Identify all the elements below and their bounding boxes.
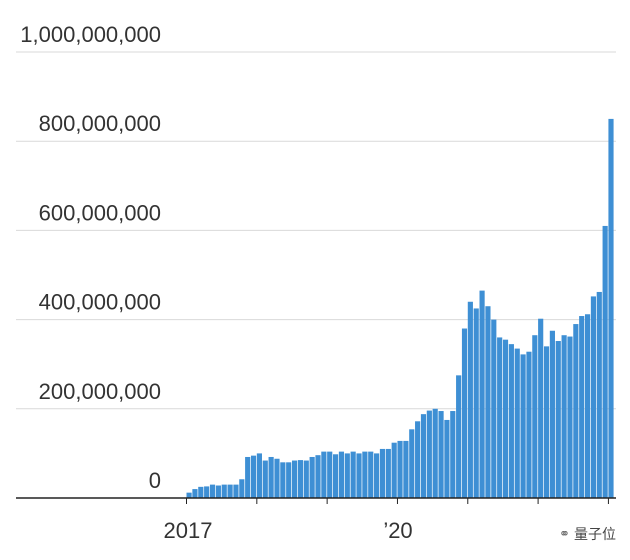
bar	[579, 316, 585, 498]
bar	[268, 456, 274, 498]
bar	[461, 328, 468, 498]
bar	[368, 451, 374, 498]
bar	[374, 453, 380, 498]
bar	[233, 484, 239, 498]
x-tick-label-20: ’20	[383, 518, 412, 543]
bar	[420, 414, 427, 498]
watermark: ⚭ 量子位	[559, 524, 616, 544]
bar	[520, 354, 526, 498]
bar	[209, 484, 216, 498]
bar	[497, 337, 503, 498]
bar	[508, 344, 514, 498]
bar	[344, 453, 350, 498]
bar	[327, 451, 333, 498]
bar	[256, 453, 262, 498]
bar	[479, 290, 485, 498]
bar	[280, 462, 286, 498]
bar	[250, 455, 257, 498]
bar	[573, 324, 579, 498]
bar	[297, 460, 303, 498]
bar	[245, 456, 251, 498]
bar	[426, 410, 432, 498]
bar	[567, 336, 573, 498]
y-tick-label: 1,000,000,000	[20, 22, 161, 47]
bar	[338, 451, 345, 498]
x-axis-labels: 2017 ’20	[164, 518, 413, 543]
bar	[502, 339, 509, 498]
watermark-text: 量子位	[574, 527, 616, 543]
bar	[186, 492, 192, 498]
x-tick-label-2017: 2017	[164, 518, 213, 543]
bar	[590, 296, 596, 498]
bar	[239, 479, 245, 498]
bar	[415, 421, 421, 498]
bar	[432, 408, 438, 498]
bar	[198, 486, 204, 498]
bar	[192, 489, 198, 498]
bar	[450, 411, 456, 498]
bar	[608, 118, 614, 499]
bars	[186, 118, 614, 499]
bar	[403, 440, 409, 498]
bar	[379, 448, 386, 498]
bar	[274, 458, 280, 498]
bar	[385, 448, 391, 498]
bar	[350, 451, 356, 498]
y-tick-label: 800,000,000	[39, 111, 161, 136]
bar	[514, 348, 520, 498]
bar	[303, 460, 309, 498]
bar	[584, 314, 591, 498]
bar	[221, 484, 227, 498]
bar	[204, 486, 210, 498]
bar	[286, 462, 292, 498]
bar	[491, 319, 497, 498]
y-tick-label: 0	[149, 468, 161, 493]
bar	[315, 455, 321, 498]
bar	[456, 375, 462, 498]
bar	[467, 301, 473, 498]
bar	[397, 440, 403, 498]
bar	[291, 460, 298, 498]
bar	[391, 442, 397, 498]
bar	[485, 306, 491, 498]
bar	[543, 346, 550, 498]
bar	[309, 456, 315, 498]
bar	[262, 460, 268, 498]
bar	[356, 453, 362, 498]
bar	[321, 451, 327, 498]
bar	[438, 411, 444, 498]
bar	[549, 330, 555, 498]
bar	[215, 485, 221, 498]
bar	[602, 225, 608, 498]
bar	[409, 429, 415, 498]
bar	[333, 454, 339, 498]
y-tick-label: 200,000,000	[39, 379, 161, 404]
x-axis-ticks	[186, 498, 609, 504]
bar	[555, 341, 561, 498]
bar	[561, 335, 567, 498]
bar	[362, 451, 368, 498]
bar	[538, 318, 544, 498]
wechat-icon: ⚭	[559, 526, 570, 542]
gridlines	[16, 51, 616, 410]
y-axis-labels: 0 200,000,000 400,000,000 600,000,000 800,00…	[20, 22, 161, 493]
bar	[473, 308, 479, 498]
bar	[444, 419, 450, 498]
bar	[526, 351, 532, 498]
bar	[596, 291, 602, 498]
y-tick-label: 400,000,000	[39, 290, 161, 315]
bar	[532, 335, 538, 498]
y-tick-label: 600,000,000	[39, 200, 161, 225]
bar	[227, 484, 233, 498]
